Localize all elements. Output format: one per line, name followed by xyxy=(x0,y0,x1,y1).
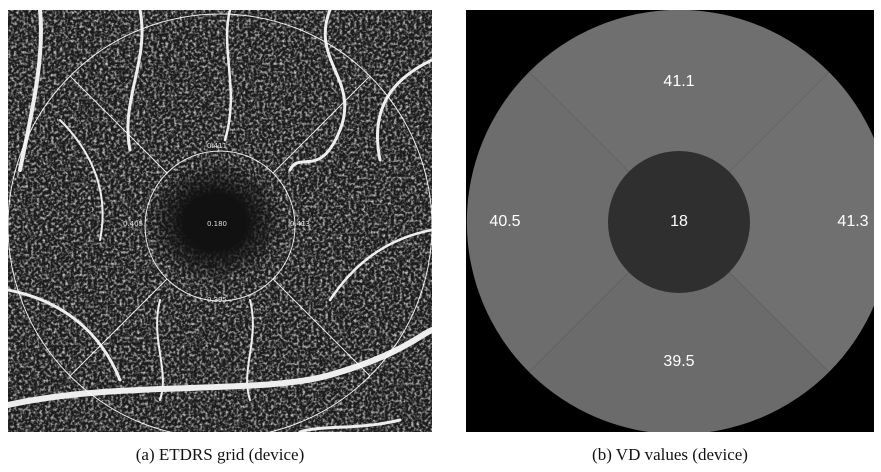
sector-label: 0.395 xyxy=(207,296,227,304)
sector-label: 0.180 xyxy=(207,220,227,228)
sector-label: 41.3 xyxy=(837,213,868,230)
sector-label: 40.5 xyxy=(489,213,520,230)
figure: 0.411 0.405 0.180 0.413 0.395 (a) ETDRS … xyxy=(0,0,881,472)
sector-label: 41.1 xyxy=(663,73,694,90)
sector-label: 39.5 xyxy=(663,353,694,370)
caption: (a) ETDRS grid (device) xyxy=(136,445,305,464)
caption: (b) VD values (device) xyxy=(592,445,748,464)
sector-label: 0.405 xyxy=(123,220,143,228)
sector-label: 0.411 xyxy=(207,142,227,150)
sector-label: 0.413 xyxy=(290,220,310,228)
sector-label: 18 xyxy=(670,213,688,230)
